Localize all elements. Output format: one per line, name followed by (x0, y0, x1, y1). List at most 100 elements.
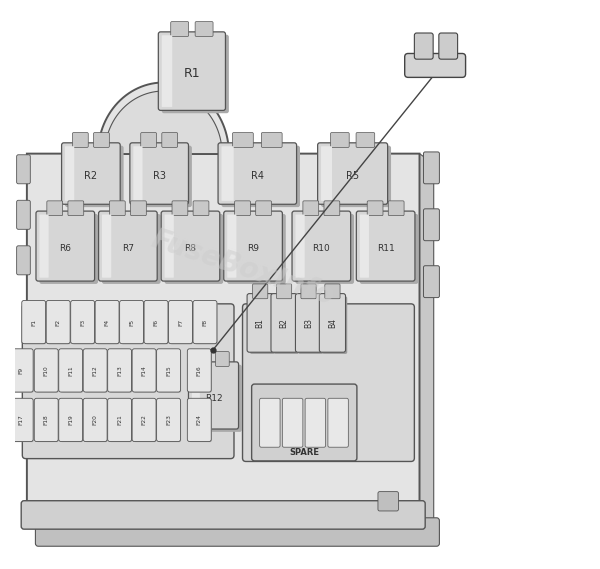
FancyBboxPatch shape (271, 294, 297, 352)
FancyBboxPatch shape (23, 302, 46, 344)
Text: F13: F13 (117, 365, 122, 376)
Text: F21: F21 (117, 415, 122, 425)
FancyBboxPatch shape (193, 201, 209, 216)
FancyBboxPatch shape (242, 304, 415, 461)
FancyBboxPatch shape (251, 384, 357, 461)
FancyBboxPatch shape (195, 302, 217, 344)
Text: R10: R10 (313, 245, 330, 253)
FancyBboxPatch shape (46, 300, 70, 344)
FancyBboxPatch shape (107, 398, 131, 442)
FancyBboxPatch shape (17, 200, 30, 229)
FancyBboxPatch shape (192, 365, 242, 432)
FancyBboxPatch shape (97, 302, 119, 344)
FancyBboxPatch shape (424, 209, 439, 241)
FancyBboxPatch shape (253, 284, 268, 299)
FancyBboxPatch shape (132, 349, 156, 392)
Text: F5: F5 (129, 319, 134, 325)
FancyBboxPatch shape (170, 302, 193, 344)
Text: F2: F2 (56, 319, 61, 325)
FancyBboxPatch shape (388, 201, 404, 216)
FancyBboxPatch shape (283, 398, 303, 447)
Text: B3: B3 (304, 318, 313, 328)
FancyBboxPatch shape (68, 201, 84, 216)
FancyBboxPatch shape (158, 351, 181, 393)
FancyBboxPatch shape (218, 143, 296, 204)
FancyBboxPatch shape (36, 400, 59, 442)
FancyBboxPatch shape (17, 246, 30, 275)
Text: F8: F8 (202, 319, 208, 325)
FancyBboxPatch shape (298, 296, 323, 354)
FancyBboxPatch shape (324, 201, 340, 216)
FancyBboxPatch shape (328, 398, 349, 447)
Polygon shape (27, 83, 419, 515)
FancyBboxPatch shape (189, 400, 212, 442)
FancyBboxPatch shape (295, 214, 354, 284)
FancyBboxPatch shape (157, 398, 181, 442)
FancyBboxPatch shape (21, 501, 425, 529)
FancyBboxPatch shape (195, 22, 213, 36)
Text: B1: B1 (256, 318, 265, 328)
FancyBboxPatch shape (22, 304, 234, 459)
FancyBboxPatch shape (221, 146, 234, 201)
FancyBboxPatch shape (132, 398, 156, 442)
FancyBboxPatch shape (404, 53, 466, 77)
FancyBboxPatch shape (109, 351, 132, 393)
FancyBboxPatch shape (321, 146, 332, 201)
FancyBboxPatch shape (250, 296, 275, 354)
Text: F6: F6 (154, 319, 158, 325)
FancyBboxPatch shape (59, 349, 83, 392)
FancyBboxPatch shape (62, 143, 120, 204)
Text: R6: R6 (59, 245, 71, 253)
FancyBboxPatch shape (331, 133, 349, 147)
FancyBboxPatch shape (36, 211, 95, 281)
Text: F14: F14 (142, 365, 146, 376)
FancyBboxPatch shape (162, 133, 178, 147)
FancyBboxPatch shape (95, 300, 119, 344)
Text: F1: F1 (31, 319, 36, 325)
FancyBboxPatch shape (262, 133, 282, 147)
FancyBboxPatch shape (141, 133, 157, 147)
FancyBboxPatch shape (360, 214, 418, 284)
FancyBboxPatch shape (133, 146, 192, 207)
FancyBboxPatch shape (71, 300, 95, 344)
Text: R8: R8 (184, 245, 196, 253)
Text: F10: F10 (44, 365, 49, 376)
Text: R1: R1 (184, 68, 200, 80)
FancyBboxPatch shape (415, 33, 433, 59)
FancyBboxPatch shape (73, 133, 88, 147)
Text: F11: F11 (68, 365, 73, 376)
FancyBboxPatch shape (187, 398, 211, 442)
Text: F22: F22 (142, 414, 146, 426)
FancyBboxPatch shape (98, 211, 157, 281)
FancyBboxPatch shape (9, 398, 33, 442)
FancyBboxPatch shape (301, 284, 316, 299)
Text: R5: R5 (346, 171, 359, 182)
FancyBboxPatch shape (260, 398, 280, 447)
Text: R11: R11 (377, 245, 395, 253)
FancyBboxPatch shape (256, 201, 271, 216)
FancyBboxPatch shape (109, 400, 132, 442)
FancyBboxPatch shape (424, 152, 439, 184)
Text: R9: R9 (247, 245, 259, 253)
FancyBboxPatch shape (11, 400, 34, 442)
Text: F17: F17 (19, 415, 23, 425)
FancyBboxPatch shape (227, 214, 286, 284)
Text: R4: R4 (251, 171, 264, 182)
FancyBboxPatch shape (157, 349, 181, 392)
FancyBboxPatch shape (109, 201, 125, 216)
Text: F19: F19 (68, 415, 73, 425)
FancyBboxPatch shape (134, 351, 157, 393)
FancyBboxPatch shape (121, 302, 144, 344)
FancyBboxPatch shape (164, 214, 223, 284)
Text: F3: F3 (80, 319, 85, 325)
FancyBboxPatch shape (295, 294, 322, 352)
FancyBboxPatch shape (144, 300, 168, 344)
FancyBboxPatch shape (305, 398, 326, 447)
FancyBboxPatch shape (198, 352, 211, 366)
FancyBboxPatch shape (83, 398, 107, 442)
Text: F7: F7 (178, 319, 183, 325)
FancyBboxPatch shape (215, 352, 229, 366)
FancyBboxPatch shape (322, 296, 347, 354)
FancyBboxPatch shape (274, 296, 299, 354)
Text: F15: F15 (166, 365, 171, 376)
